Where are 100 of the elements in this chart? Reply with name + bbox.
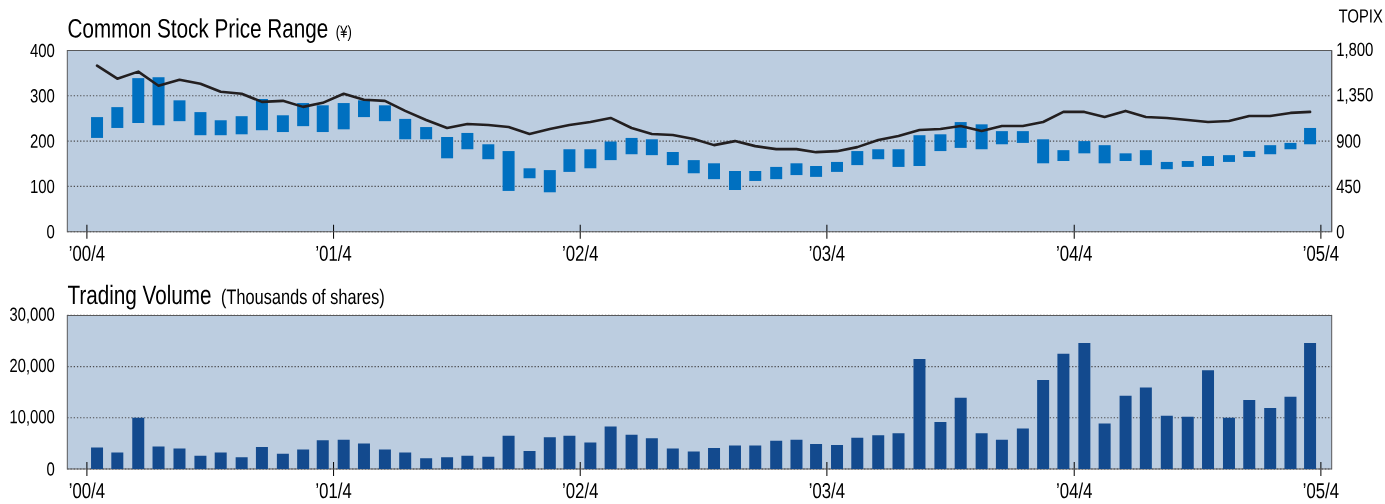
x-tick-label: ’04/4 bbox=[1057, 245, 1092, 262]
bar bbox=[995, 131, 1008, 145]
bar bbox=[235, 116, 248, 135]
chart-title: Common Stock Price Range bbox=[68, 18, 328, 43]
y2-tick-label: 1,350 bbox=[1337, 87, 1373, 104]
y2-tick-label: 450 bbox=[1336, 179, 1361, 194]
bar bbox=[1139, 150, 1152, 166]
bar bbox=[482, 456, 495, 469]
bar bbox=[1016, 428, 1029, 469]
bar bbox=[1037, 139, 1050, 164]
bar bbox=[666, 448, 679, 469]
bar bbox=[728, 445, 741, 469]
bar bbox=[954, 397, 967, 469]
bar bbox=[1264, 408, 1277, 469]
bar bbox=[666, 151, 679, 166]
bar bbox=[91, 447, 104, 469]
y2-tick-label: 0 bbox=[1336, 224, 1344, 239]
x-tick-label: ’03/4 bbox=[809, 482, 845, 499]
bar bbox=[851, 437, 864, 469]
bar bbox=[235, 457, 248, 469]
y-tick-label: 100 bbox=[31, 179, 55, 194]
bar bbox=[604, 141, 617, 161]
chart-title: Trading Volume bbox=[67, 284, 211, 310]
x-tick-label: ’03/4 bbox=[809, 245, 845, 262]
bar bbox=[399, 118, 412, 140]
bar bbox=[1119, 395, 1132, 469]
bar bbox=[276, 115, 289, 133]
y2-axis-title: TOPIX bbox=[1338, 9, 1383, 23]
bar bbox=[441, 137, 454, 159]
bar bbox=[132, 417, 145, 469]
bar bbox=[255, 446, 268, 469]
bar bbox=[770, 440, 783, 469]
y-tick-label: 400 bbox=[30, 43, 55, 58]
bar bbox=[604, 426, 617, 469]
bar bbox=[482, 144, 495, 160]
bar bbox=[892, 149, 905, 167]
bar bbox=[214, 120, 227, 136]
bar bbox=[173, 100, 186, 122]
y-tick-label: 200 bbox=[30, 134, 55, 148]
bar bbox=[297, 449, 310, 469]
bar bbox=[625, 137, 638, 155]
bar bbox=[461, 455, 474, 469]
bar bbox=[1284, 142, 1297, 150]
bar bbox=[1222, 155, 1235, 162]
bar bbox=[749, 171, 762, 181]
bar bbox=[1119, 153, 1132, 162]
y2-tick-label: 1,800 bbox=[1337, 42, 1373, 59]
line-series bbox=[95, 64, 1312, 154]
x-tick-label: ’05/4 bbox=[1303, 482, 1339, 499]
bar bbox=[1264, 145, 1277, 155]
bar bbox=[851, 151, 864, 166]
y-axis-title: (¥) bbox=[336, 25, 352, 42]
y-tick-label: 20,000 bbox=[10, 358, 55, 375]
bar bbox=[1098, 423, 1111, 469]
bar bbox=[934, 421, 947, 469]
bar bbox=[523, 168, 536, 179]
bar bbox=[1284, 396, 1297, 469]
y-axis-title: (Thousands of shares) bbox=[221, 288, 384, 309]
bar bbox=[91, 117, 104, 138]
bar bbox=[1016, 131, 1029, 143]
bar bbox=[152, 446, 165, 469]
bar bbox=[1139, 387, 1152, 469]
bar bbox=[132, 78, 145, 123]
bar bbox=[173, 448, 186, 469]
bar bbox=[194, 112, 207, 136]
bar bbox=[502, 435, 515, 469]
x-tick-label: ’00/4 bbox=[69, 245, 105, 262]
bar bbox=[1243, 151, 1256, 157]
bar bbox=[790, 439, 803, 469]
bar bbox=[152, 77, 165, 126]
bar bbox=[687, 160, 700, 174]
bar bbox=[255, 98, 268, 131]
bar bbox=[1057, 353, 1070, 469]
bar bbox=[502, 151, 515, 191]
bar bbox=[770, 166, 783, 180]
bar bbox=[645, 139, 658, 156]
bar bbox=[810, 443, 823, 469]
bar bbox=[214, 452, 227, 469]
bar bbox=[357, 100, 370, 118]
y2-tick-label: 900 bbox=[1336, 134, 1361, 148]
bar bbox=[420, 127, 433, 140]
bar bbox=[975, 433, 988, 469]
bar bbox=[461, 132, 474, 150]
bar bbox=[810, 166, 823, 177]
bar bbox=[563, 435, 576, 469]
bar bbox=[1078, 141, 1091, 154]
bar bbox=[995, 439, 1008, 469]
bar bbox=[523, 451, 536, 469]
bar bbox=[1078, 343, 1091, 469]
bar bbox=[1304, 343, 1317, 469]
bar bbox=[1181, 161, 1194, 167]
bar bbox=[316, 440, 329, 469]
bar bbox=[399, 452, 412, 469]
bar bbox=[1037, 379, 1050, 469]
bar bbox=[645, 438, 658, 469]
bar bbox=[1160, 415, 1173, 469]
bar bbox=[872, 435, 885, 469]
bar bbox=[831, 161, 844, 172]
bar bbox=[441, 457, 454, 469]
bar bbox=[872, 149, 885, 160]
